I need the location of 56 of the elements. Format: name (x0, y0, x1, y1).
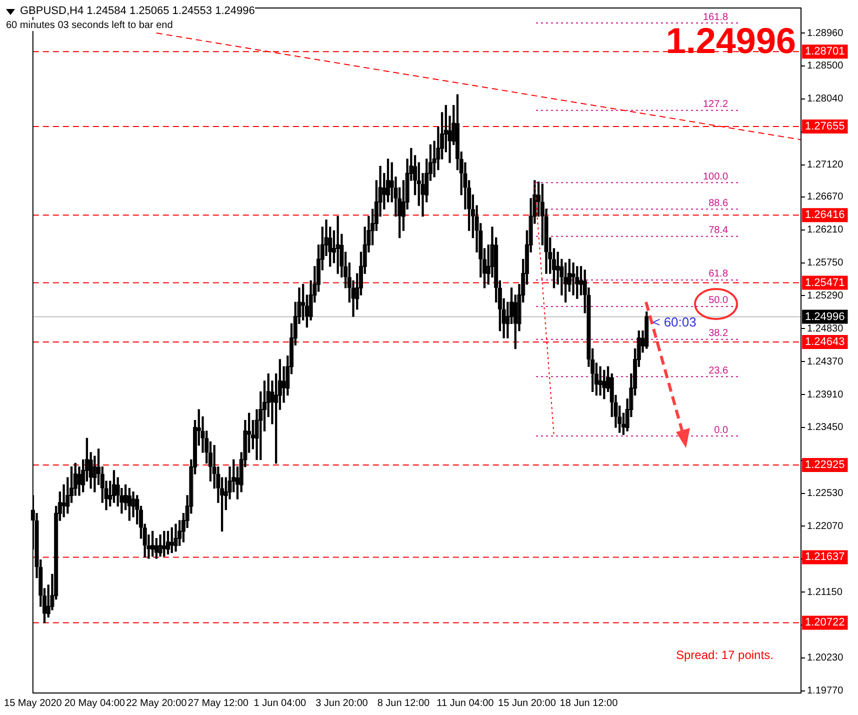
annotation: Spread: 17 points. (676, 648, 774, 662)
annotation: 161.8 (703, 12, 728, 23)
ref-line-label: 1.24643 (805, 336, 845, 348)
y-tick-label: 1.27120 (807, 160, 844, 171)
annotation: 38.2 (708, 328, 728, 340)
text: 60 minutes 03 seconds left to bar end (6, 20, 173, 31)
x-tick-label: 8 Jun 12:00 (377, 698, 430, 709)
annotation: 1.24996 (666, 20, 796, 62)
y-tick-label: 1.23910 (807, 389, 844, 400)
x-tick-label: 27 May 12:00 (188, 698, 249, 709)
candlestick (598, 366, 602, 396)
y-tick-label: 1.28500 (807, 60, 844, 72)
y-tick-label: 1.20230 (807, 652, 844, 664)
x-tick-label: 11 Jun 04:00 (436, 698, 494, 709)
ref-line-label: 1.28701 (805, 46, 845, 58)
ref-line-label: 1.27655 (805, 120, 845, 132)
y-tick-label: 1.25290 (807, 290, 844, 302)
ref-line-label: 1.20722 (805, 616, 845, 629)
annotation: 23.6 (708, 365, 728, 376)
y-tick-label: 1.19770 (807, 686, 844, 697)
x-tick-label: 3 Jun 20:00 (316, 698, 368, 709)
candlestick (336, 216, 340, 274)
y-tick-label: 1.26670 (807, 192, 844, 203)
annotation: < 60:03 (652, 314, 696, 330)
y-tick-label: 1.26210 (807, 224, 844, 236)
annotation: 61.8 (708, 268, 728, 280)
x-tick-label: 15 May 2020 (4, 698, 62, 709)
candlestick (571, 262, 576, 296)
annotation: 127.2 (703, 99, 728, 110)
annotation: 78.4 (708, 225, 728, 236)
ref-line-label: 1.21637 (805, 551, 845, 564)
annotation: 0.0 (714, 424, 728, 436)
x-tick-label: 22 May 20:00 (126, 698, 188, 709)
y-tick-label: 1.24830 (807, 323, 844, 334)
y-tick-label: 1.21150 (807, 586, 843, 598)
y-tick-label: 1.28040 (807, 94, 844, 105)
x-tick-label: 18 Jun 12:00 (560, 698, 618, 709)
annotation: 50.0 (708, 295, 728, 306)
candlestick (158, 534, 162, 557)
ref-line-label: 1.22925 (805, 459, 845, 472)
y-tick-label: 1.28960 (807, 28, 844, 39)
annotation: 88.6 (708, 198, 728, 209)
ref-line-label: 1.25471 (805, 276, 845, 289)
annotation: 100.0 (703, 171, 728, 182)
y-tick-label: 1.22070 (807, 520, 844, 532)
x-tick-label: 1 Jun 04:00 (254, 698, 307, 709)
y-tick-label: 1.25750 (807, 258, 844, 269)
ref-line-label: 1.26416 (805, 209, 845, 222)
chart-title: GBPUSD,H4 1.24584 1.25065 1.24553 1.24996 (20, 5, 255, 17)
candlestick (174, 524, 178, 552)
ref-line-label: 1.24996 (805, 310, 845, 323)
x-tick-label: 20 May 04:00 (64, 698, 126, 709)
y-tick-label: 1.22530 (807, 488, 844, 500)
y-tick-label: 1.24370 (807, 356, 844, 368)
y-tick-label: 1.23450 (807, 422, 844, 434)
x-tick-label: 15 Jun 20:00 (498, 698, 556, 709)
